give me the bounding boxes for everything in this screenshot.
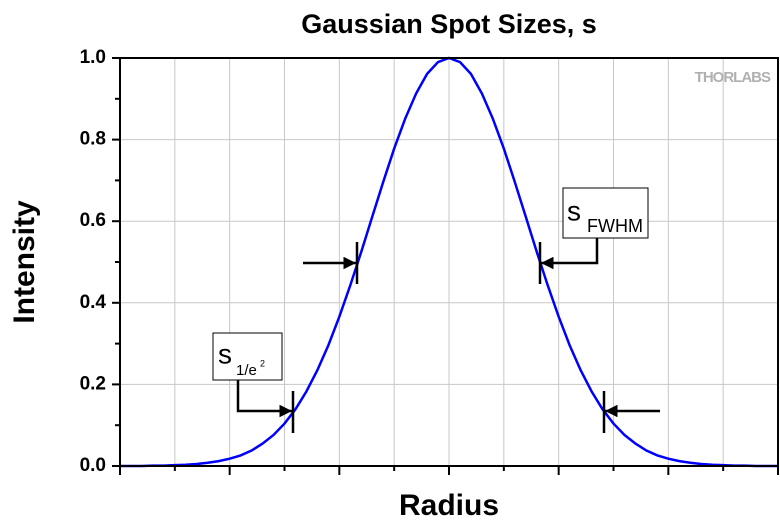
y-axis-label: Intensity <box>8 200 41 324</box>
annotation-subscript: 1/e <box>236 362 257 379</box>
y-tick-label: 1.0 <box>80 47 106 68</box>
y-tick-label: 0.6 <box>80 210 106 231</box>
fwhm-annotation: s FWHM <box>303 187 649 284</box>
y-tick-label: 0.8 <box>80 129 106 150</box>
watermark: THORLABS <box>695 69 771 86</box>
y-tick-label: 0.2 <box>80 373 106 394</box>
annotation-box <box>562 187 649 239</box>
e2-annotation: s 1/e 2 <box>212 332 660 433</box>
grid <box>119 57 779 467</box>
y-tick-label: 0.4 <box>80 292 107 313</box>
x-axis-label: Radius <box>399 489 499 522</box>
y-tick-label: 0.0 <box>80 455 106 476</box>
annotation-superscript: 2 <box>260 358 265 368</box>
annotation-text: s <box>567 195 581 226</box>
annotation-subscript: FWHM <box>587 216 643 236</box>
annotation-text: s <box>218 338 232 369</box>
annotation-box <box>212 332 283 381</box>
arrow <box>541 238 599 270</box>
chart-title: Gaussian Spot Sizes, s <box>301 9 597 39</box>
arrow <box>236 380 292 418</box>
plot-frame <box>119 57 779 467</box>
